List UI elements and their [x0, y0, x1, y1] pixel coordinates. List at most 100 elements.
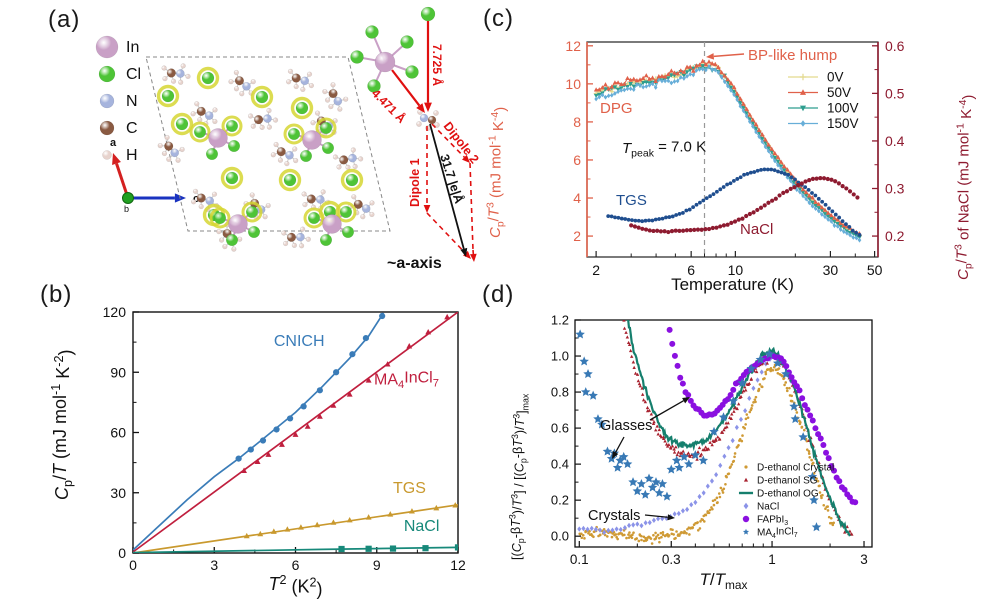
x-tick-c: 10 — [728, 262, 744, 278]
y-tick-c-right: 0.4 — [885, 133, 905, 149]
legend-c-label: 0V — [827, 70, 844, 85]
atom-h — [228, 79, 234, 85]
panel-c-chart: 2 6 10 30 50 2 4 6 8 10 12 0.2 0.3 0.4 0.5 0.6 Temperatu… — [484, 38, 977, 294]
atom-h — [351, 194, 357, 200]
atom-in — [208, 128, 228, 148]
atom-h — [314, 110, 321, 116]
atom-h — [266, 124, 273, 130]
y-tick-b: 60 — [110, 425, 126, 441]
atom-c — [196, 193, 206, 203]
y-tick-b: 30 — [110, 485, 126, 501]
atom-h — [192, 188, 199, 194]
plot-frame-d — [574, 319, 873, 548]
y-tick-d: 0.4 — [551, 457, 569, 472]
atom-cl — [307, 211, 321, 225]
series-area-b — [133, 312, 458, 553]
dpg-label: DPG — [600, 100, 633, 117]
y-axis-title-b: Cp/T (mJ mol-1 K-2) — [49, 350, 75, 500]
panel-d-chart: 0.1 0.3 1 3 0.0 0.2 0.4 0.6 0.8 1.0 1.2 T/Tmax [(Cp-… — [508, 313, 873, 592]
x-axis-title-c: Temperature (K) — [671, 275, 794, 294]
chlorine-halo — [196, 66, 220, 90]
atom-h — [175, 157, 181, 163]
x-tick-c: 2 — [592, 262, 600, 278]
x-tick-c: 30 — [823, 262, 839, 278]
atom-h — [233, 86, 240, 92]
atom-legend-label: H — [126, 147, 138, 164]
atom-c — [276, 147, 286, 157]
atom-c — [166, 68, 176, 78]
atom-h — [282, 240, 289, 247]
atom-c — [291, 73, 301, 83]
atom-cl — [287, 127, 301, 141]
y-tick-d: 0.6 — [551, 421, 569, 436]
atom-cl — [161, 89, 175, 103]
atom-c — [164, 141, 174, 151]
atom-legend-label: In — [126, 39, 139, 56]
series-d-ethanol-og — [627, 320, 851, 537]
atom-cl — [283, 173, 297, 187]
axes-d: 0.1 0.3 1 3 0.0 0.2 0.4 0.6 0.8 1.0 1.2 — [551, 313, 868, 568]
x-tick-b: 3 — [210, 557, 218, 573]
atom-h — [350, 147, 356, 153]
atom-in — [95, 35, 119, 59]
molecule-ch3nh3 — [285, 68, 315, 93]
atom-h — [166, 156, 172, 162]
annotations-c: BP-like hump DPG TGS NaCl Tpeak = 7.0 K — [600, 47, 837, 238]
series-CNICH — [133, 312, 386, 551]
axes-c: 2 6 10 30 50 2 4 6 8 10 12 0.2 0.3 0.4 0.5 0.6 — [565, 38, 904, 278]
atom-cl — [201, 71, 215, 85]
y-tick-d: 1.0 — [551, 349, 569, 364]
series-label-TGS: TGS — [393, 480, 426, 497]
x-tick-c: 50 — [867, 262, 883, 278]
molecule-ch3nh3 — [228, 69, 256, 97]
x-tick-d: 0.3 — [662, 552, 681, 567]
atom-n — [263, 114, 272, 123]
y-axis-title-c-right: Cp/T3 of NaCl (mJ mol-1 K-4) — [952, 95, 977, 280]
atom-n — [285, 150, 294, 160]
y-tick-d: 0.0 — [551, 529, 569, 544]
tgs-label-c: TGS — [616, 192, 647, 209]
atom-h — [198, 203, 204, 210]
atom-h — [212, 118, 218, 125]
legend-c-label: 100V — [827, 101, 859, 116]
y-tick-d: 1.2 — [551, 313, 569, 328]
atom-h — [284, 160, 290, 167]
atom-h — [233, 69, 239, 76]
atom-h — [434, 122, 440, 128]
atom-cl — [247, 225, 261, 239]
atom-h — [178, 79, 184, 85]
atom-h — [281, 230, 287, 236]
atom-h — [212, 107, 218, 113]
atom-legend-label: C — [126, 120, 138, 137]
y-tick-c-left: 12 — [565, 38, 581, 54]
atom-h — [194, 101, 200, 107]
atom-h — [162, 75, 168, 82]
atom-cl — [225, 233, 239, 247]
atom-h — [369, 200, 375, 206]
atom-n — [296, 232, 305, 242]
y-tick-d: 0.8 — [551, 385, 569, 400]
atom-h — [180, 63, 186, 69]
atom-h — [293, 157, 299, 164]
series-area-c — [593, 58, 862, 243]
atom-h — [298, 243, 305, 249]
chlorine-halo — [220, 166, 244, 190]
atom-h — [247, 113, 254, 119]
atom-c — [306, 194, 316, 204]
atom-h — [320, 189, 326, 195]
molecule-ch3nh3 — [281, 226, 311, 249]
x-axis-title-d: T/Tmax — [700, 570, 748, 592]
atom-cl — [205, 147, 219, 161]
molecule-ch3nh3 — [270, 141, 299, 167]
nacl-label-c: NaCl — [740, 221, 773, 238]
atom-h — [277, 157, 284, 163]
annotations-d: Glasses Crystals — [588, 397, 690, 524]
atom-h — [433, 110, 439, 116]
atom-c — [253, 114, 264, 125]
y-tick-c-left: 10 — [565, 76, 581, 92]
atom-h — [285, 79, 292, 85]
chlorine-halo — [156, 84, 180, 108]
atom-n — [333, 96, 343, 106]
panel-d-label: (d) — [482, 281, 515, 308]
